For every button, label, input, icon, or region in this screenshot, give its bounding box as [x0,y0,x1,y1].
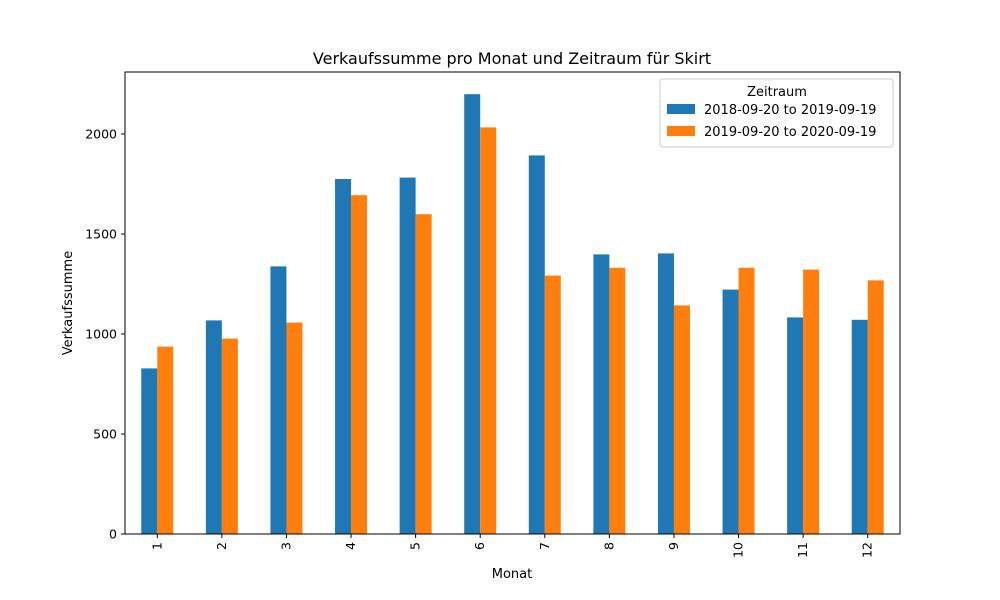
legend-swatch-series-2 [667,126,695,136]
x-tick-label: 9 [666,542,681,550]
bar-series-1-month-12 [851,319,868,534]
y-tick-label: 1000 [85,327,117,342]
bar-series-1-month-8 [593,254,610,534]
bar-series-2-month-5 [415,214,432,534]
bar-series-2-month-4 [351,195,368,534]
x-tick-label: 8 [601,542,616,550]
bar-series-2-month-3 [286,322,303,534]
chart-title: Verkaufssumme pro Monat und Zeitraum für… [313,49,711,68]
bar-series-2-month-1 [157,346,174,534]
bar-series-1-month-11 [787,317,804,534]
x-tick-label: 5 [408,542,423,550]
legend-entry-series-1: 2018-09-20 to 2019-09-19 [704,103,876,118]
legend-box [659,78,894,148]
legend: Zeitraum 2018-09-20 to 2019-09-19 2019-0… [659,78,894,148]
bars-group [141,94,884,535]
x-tick-label: 2 [214,542,229,550]
legend-swatch-series-1 [667,104,695,114]
x-tick-label: 3 [278,542,293,550]
bar-series-2-month-9 [673,305,690,534]
plot-frame [124,71,901,535]
bar-series-1-month-3 [270,266,287,534]
y-tick-label: 500 [93,427,117,442]
bar-series-1-month-10 [722,289,739,534]
bar-series-2-month-7 [544,275,561,534]
bar-series-1-month-5 [399,177,416,534]
y-tick-label: 1500 [85,227,117,242]
x-axis: 1 2 3 4 5 6 7 8 9 10 11 12 [149,534,875,558]
y-tick-label: 0 [109,527,117,542]
bar-series-1-month-1 [141,368,158,534]
x-tick-label: 11 [795,542,810,558]
bar-series-1-month-7 [528,155,545,534]
bar-series-2-month-2 [221,338,238,534]
legend-title: Zeitraum [747,85,807,100]
x-tick-label: 12 [860,542,875,558]
legend-entry-series-2: 2019-09-20 to 2020-09-19 [704,125,876,140]
x-tick-label: 1 [149,542,164,550]
bar-series-2-month-10 [738,267,755,534]
y-axis: 0 500 1000 1500 2000 [85,127,125,542]
y-tick-label: 2000 [85,127,117,142]
bar-series-2-month-6 [480,127,497,535]
bar-series-1-month-6 [464,94,481,534]
bar-series-1-month-2 [205,320,222,534]
x-tick-label: 4 [343,542,358,550]
bar-series-1-month-4 [335,179,352,534]
x-tick-label: 10 [731,542,746,558]
x-tick-label: 6 [472,542,487,550]
x-tick-label: 7 [537,542,552,550]
bar-series-2-month-11 [803,269,820,534]
x-axis-label: Monat [492,567,532,582]
y-axis-label: Verkaufssumme [61,251,76,355]
bar-series-1-month-9 [657,253,674,534]
bar-series-2-month-8 [609,267,626,534]
bar-series-2-month-12 [867,280,884,534]
